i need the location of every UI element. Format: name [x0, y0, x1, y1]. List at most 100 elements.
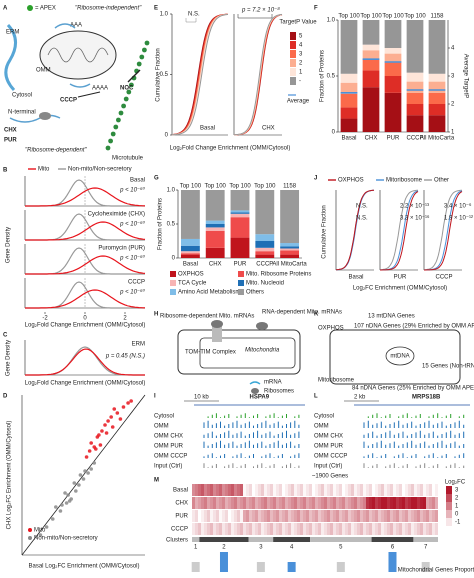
label: -	[299, 79, 301, 85]
proportion-bar	[421, 562, 430, 572]
label: Amino Acid Metabolism	[178, 290, 240, 296]
scatter-point	[77, 483, 81, 487]
label: Clusters	[166, 538, 188, 544]
heat-cell	[321, 523, 324, 535]
heat-cell	[426, 523, 429, 535]
heat-cell	[405, 523, 408, 535]
heat-cell	[285, 484, 288, 496]
heat-cell	[330, 484, 333, 496]
bar-segment	[230, 210, 250, 213]
heat-cell	[321, 497, 324, 509]
proportion-bar	[336, 562, 345, 572]
heat-cell	[258, 484, 261, 496]
heat-cell	[426, 510, 429, 522]
heat-cell	[354, 484, 357, 496]
heat-cell	[264, 484, 267, 496]
scatter-point	[103, 423, 107, 427]
label: AAA	[70, 23, 82, 29]
scatter-point	[121, 405, 126, 409]
scatter-point	[100, 429, 104, 433]
label: OXPHOS	[338, 178, 364, 184]
label: = APEX	[35, 6, 56, 12]
label: 1	[299, 70, 303, 76]
heat-cell	[285, 497, 288, 509]
heat-cell	[420, 510, 423, 522]
bar-segment	[205, 247, 225, 258]
legend-swatch	[290, 68, 296, 76]
heat-cell	[345, 523, 348, 535]
label: Average TargetP	[462, 54, 468, 98]
mito-inner	[199, 337, 296, 369]
label: CCCP	[435, 275, 452, 281]
heat-cell	[240, 510, 243, 522]
label: p = 0.45 (N.S.)	[105, 354, 145, 360]
label: ~1900 Genes	[312, 474, 348, 480]
heat-cell	[411, 523, 414, 535]
bar-segment	[255, 234, 275, 241]
heat-cell	[333, 523, 336, 535]
label: Basal Log₂FC Enrichment (OMM/Cytosol)	[28, 564, 139, 570]
scatter-point	[95, 435, 100, 439]
label: 2.2 × 10⁻¹³	[400, 204, 429, 210]
heat-cell	[393, 523, 396, 535]
heat-cell	[309, 497, 312, 509]
scatter-point	[89, 441, 93, 445]
bar-segment	[362, 70, 380, 88]
heat-cell	[240, 497, 243, 509]
bar-segment	[280, 243, 300, 247]
label: Basal	[130, 178, 145, 184]
scatter-point	[50, 517, 55, 521]
heat-cell	[420, 484, 423, 496]
label: 3	[455, 488, 459, 494]
heat-cell	[393, 484, 396, 496]
heat-cell	[318, 484, 321, 496]
heat-cell	[429, 497, 432, 509]
heat-cell	[330, 510, 333, 522]
heat-cell	[261, 510, 264, 522]
heat-cell	[357, 497, 360, 509]
panel-letter: B	[3, 168, 8, 174]
heat-cell	[222, 484, 225, 496]
label: CHX	[4, 128, 17, 134]
label: CCCP	[171, 527, 188, 533]
bar-segment	[230, 190, 250, 211]
y2-tick-label: 4	[451, 46, 455, 52]
label: p < 10⁻⁶⁰	[119, 187, 146, 194]
heat-cell	[330, 497, 333, 509]
label: 5	[299, 34, 303, 40]
heat-cell	[408, 523, 411, 535]
label: Mitochondrial Genes Proportion	[398, 568, 474, 574]
heat-cell	[192, 484, 195, 496]
heat-cell	[231, 510, 234, 522]
scatter-point	[115, 411, 120, 415]
heat-cell	[300, 484, 303, 496]
cluster-bar	[273, 537, 311, 542]
microtubule-unit	[129, 82, 134, 88]
bar-segment	[205, 190, 225, 221]
heat-cell	[294, 497, 297, 509]
heat-cell	[258, 497, 261, 509]
legend-swatch	[170, 271, 176, 277]
label: 3	[299, 52, 303, 58]
microtubule-unit	[123, 96, 129, 102]
heat-cell	[402, 497, 405, 509]
label: Average	[287, 99, 310, 105]
label: "Ribosome-independent"	[75, 6, 142, 12]
heat-cell	[375, 497, 378, 509]
y-tick-label: 0	[332, 130, 336, 136]
heat-cell	[435, 523, 438, 535]
microtubule-unit	[142, 47, 147, 53]
label: 4	[290, 545, 294, 551]
label: Cytosol	[12, 93, 32, 99]
bar-segment	[406, 92, 424, 104]
heat-cell	[279, 484, 282, 496]
heat-cell	[312, 497, 315, 509]
heat-cell	[282, 497, 285, 509]
heat-cell	[396, 497, 399, 509]
heat-cell	[279, 510, 282, 522]
heat-cell	[378, 510, 381, 522]
heat-cell	[354, 523, 357, 535]
scatter-point	[110, 425, 115, 429]
bar-segment	[180, 251, 200, 254]
bar-segment	[180, 190, 200, 239]
